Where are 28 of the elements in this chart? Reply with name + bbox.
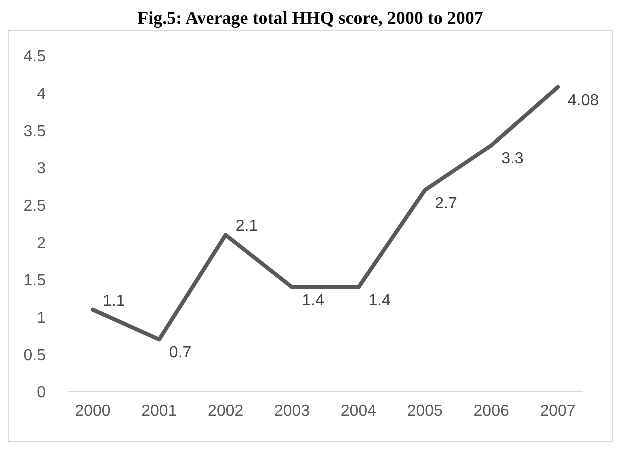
x-tick-label: 2000: [75, 403, 111, 420]
data-label: 1.4: [368, 292, 392, 310]
x-tick-label: 2002: [208, 403, 244, 420]
data-label: 4.08: [568, 92, 600, 110]
y-tick-label: 0: [37, 384, 46, 402]
y-tick-label: 4.5: [24, 48, 46, 66]
data-label: 1.4: [302, 292, 325, 310]
y-tick-label: 1: [37, 310, 46, 327]
y-tick-label: 0.5: [24, 347, 46, 364]
data-label: 2.7: [435, 195, 458, 212]
x-tick-label: 2006: [474, 403, 510, 420]
y-tick-label: 2.5: [24, 198, 46, 215]
x-tick-label: 2001: [142, 403, 178, 420]
chart-title: Fig.5: Average total HHQ score, 2000 to 2007: [138, 8, 484, 28]
y-tick-label: 3: [37, 160, 46, 178]
x-tick-label: 2003: [274, 403, 310, 420]
y-tick-label: 2: [37, 235, 46, 252]
y-tick-label: 4: [37, 86, 46, 103]
line-series: [91, 85, 560, 342]
data-label: 3.3: [502, 150, 524, 168]
x-tick-label: 2007: [540, 403, 576, 420]
data-label: 0.7: [169, 344, 192, 362]
y-tick-label: 1.5: [24, 272, 46, 290]
data-label: 1.1: [103, 292, 126, 310]
y-tick-label: 3.5: [24, 123, 46, 140]
data-label: 2.1: [236, 218, 258, 236]
x-tick-label: 2005: [407, 403, 444, 420]
x-tick-label: 2004: [340, 403, 377, 420]
